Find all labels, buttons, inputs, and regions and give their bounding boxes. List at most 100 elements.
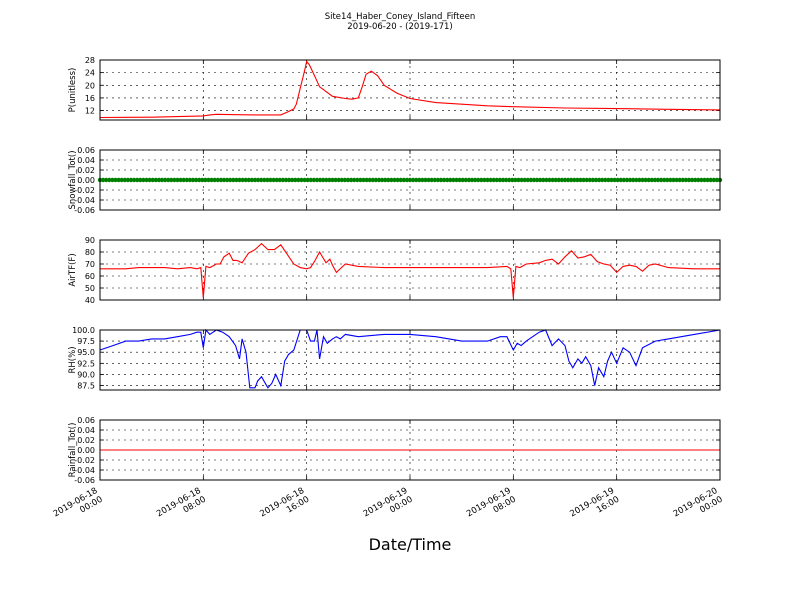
y-tick-label: 90 xyxy=(85,236,95,245)
data-point xyxy=(119,177,124,183)
chart-panel-4: -0.06-0.04-0.020.000.020.040.06Rainfall_… xyxy=(68,416,721,485)
y-tick-label: -0.04 xyxy=(74,466,95,475)
data-point xyxy=(581,177,586,183)
data-point xyxy=(342,177,348,183)
data-point xyxy=(699,177,704,183)
x-tick-label: 2019-06-1908:00 xyxy=(465,486,518,528)
data-point xyxy=(528,177,534,183)
data-point xyxy=(283,177,289,183)
data-point xyxy=(637,177,642,183)
data-point xyxy=(228,177,233,183)
data-point xyxy=(655,177,661,183)
plot-frame xyxy=(99,239,721,301)
data-point xyxy=(513,177,518,183)
data-point xyxy=(705,177,710,183)
data-point xyxy=(296,177,301,183)
data-point xyxy=(476,177,481,183)
data-point xyxy=(438,177,444,183)
data-point xyxy=(386,177,391,183)
data-point xyxy=(711,177,716,183)
data-point xyxy=(110,177,115,183)
y-tick-label: 95.0 xyxy=(77,348,95,357)
data-point xyxy=(144,177,149,183)
data-point xyxy=(432,177,437,183)
data-point xyxy=(113,177,118,183)
data-point xyxy=(503,177,509,183)
data-point xyxy=(593,177,599,183)
data-point xyxy=(175,177,180,183)
data-point xyxy=(584,177,589,183)
y-tick-label: -0.06 xyxy=(74,206,95,215)
data-point xyxy=(147,177,152,183)
data-point xyxy=(339,177,344,183)
data-point xyxy=(572,177,577,183)
data-point xyxy=(603,177,608,183)
data-point xyxy=(401,177,406,183)
y-tick-label: 20 xyxy=(85,81,95,90)
y-tick-label: 0.06 xyxy=(77,416,95,425)
data-point xyxy=(305,177,310,183)
y-tick-label: 92.5 xyxy=(77,359,95,368)
data-point xyxy=(479,177,484,183)
data-point xyxy=(311,177,317,183)
data-point xyxy=(627,177,633,183)
data-point xyxy=(277,177,282,183)
data-point xyxy=(609,177,614,183)
data-point xyxy=(376,177,382,183)
y-tick-label: 0.02 xyxy=(77,166,95,175)
data-point xyxy=(445,177,450,183)
data-point xyxy=(683,177,689,183)
series-line xyxy=(99,60,721,119)
data-point xyxy=(559,177,565,183)
x-tick-label: 2019-06-1816:00 xyxy=(258,486,311,528)
data-point xyxy=(327,177,332,183)
data-point xyxy=(448,177,453,183)
data-point xyxy=(153,177,158,183)
data-point xyxy=(280,177,286,183)
plot-frame xyxy=(99,149,721,211)
data-point xyxy=(358,177,363,183)
data-point xyxy=(714,177,720,183)
data-point xyxy=(662,177,667,183)
data-point xyxy=(231,177,236,183)
y-axis-label: Snowfall_Tot() xyxy=(68,150,78,209)
data-point xyxy=(395,177,400,183)
y-tick-label: 80 xyxy=(85,248,95,257)
data-point xyxy=(550,177,555,183)
data-point xyxy=(116,177,121,183)
chart-panel-1: -0.06-0.04-0.020.000.020.040.06Snowfall_… xyxy=(68,146,723,215)
data-point xyxy=(259,177,264,183)
series-line xyxy=(99,328,721,389)
data-point xyxy=(435,177,441,183)
chart-panel-2: 40 50 60 70 80 90 AirTF(F) xyxy=(68,236,721,305)
data-point xyxy=(150,177,155,183)
data-point xyxy=(640,177,645,183)
data-point xyxy=(308,177,313,183)
data-point xyxy=(107,177,112,183)
data-point xyxy=(333,177,338,183)
chart-panel-3: 87.5 90.0 92.5 95.0 97.5 100.0 RH(%) xyxy=(68,326,721,391)
y-tick-label: 0.00 xyxy=(77,446,95,455)
data-point xyxy=(646,177,651,183)
data-point xyxy=(274,177,279,183)
data-point xyxy=(209,177,214,183)
data-point xyxy=(429,177,434,183)
data-point xyxy=(138,177,143,183)
data-point xyxy=(516,177,521,183)
data-point xyxy=(575,177,580,183)
data-point xyxy=(352,177,357,183)
data-point xyxy=(441,177,447,183)
data-point xyxy=(668,177,673,183)
data-point xyxy=(190,177,196,183)
data-point xyxy=(166,177,171,183)
data-point xyxy=(128,177,134,183)
data-point xyxy=(596,177,602,183)
data-point xyxy=(689,177,695,183)
y-tick-label: 24 xyxy=(85,69,95,78)
data-point xyxy=(246,177,251,183)
data-point xyxy=(510,177,515,183)
data-point xyxy=(212,177,217,183)
data-point xyxy=(612,177,617,183)
data-point xyxy=(677,177,682,183)
data-point xyxy=(348,177,354,183)
